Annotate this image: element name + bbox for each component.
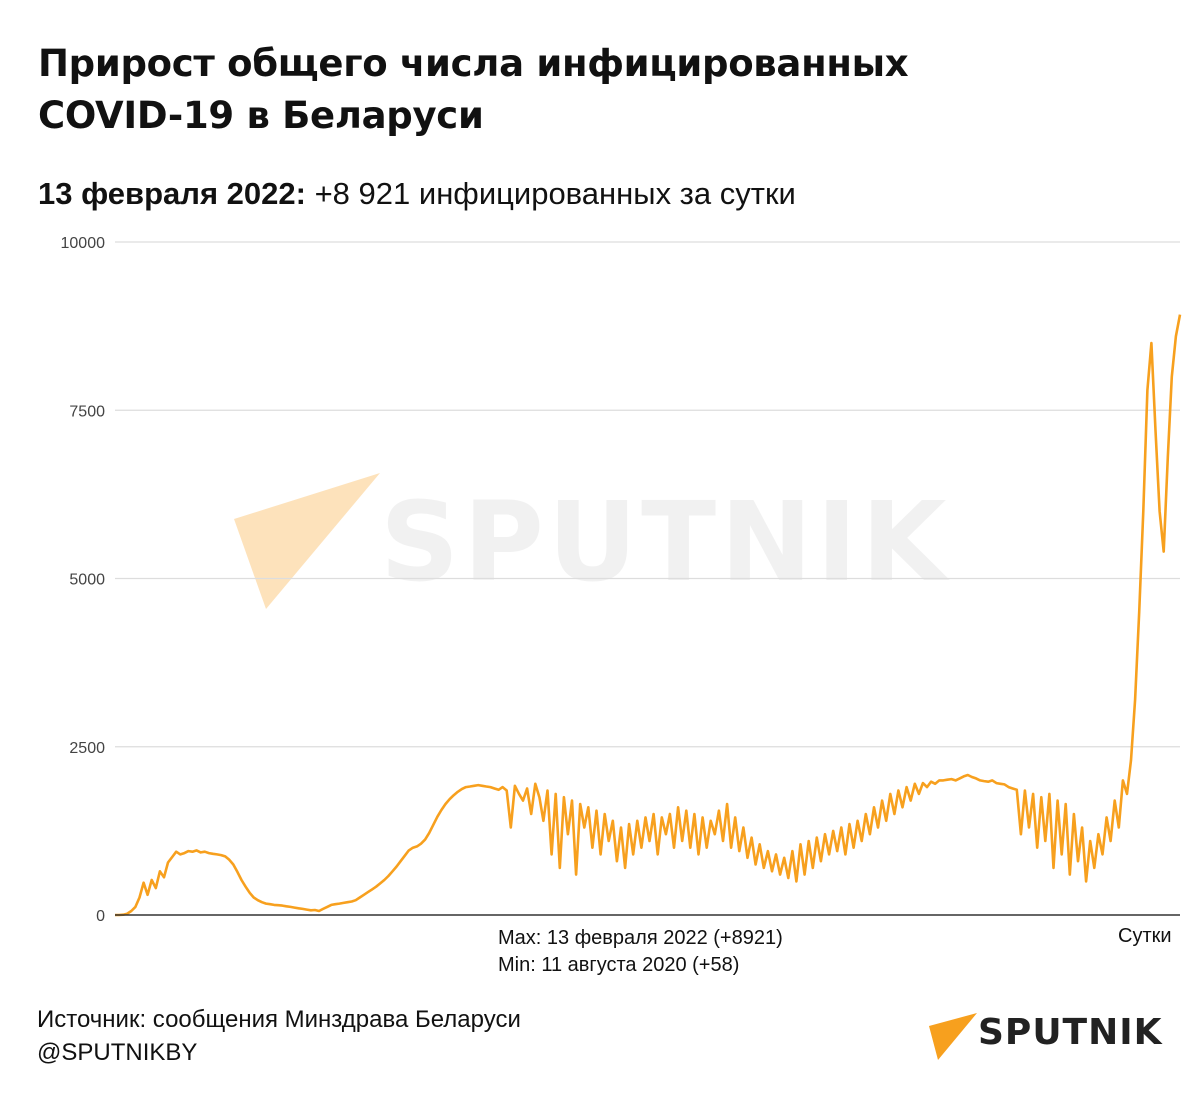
chart-title: Прирост общего числа инфицированных COVI… bbox=[38, 38, 1138, 142]
min-max-annotation: Max: 13 февраля 2022 (+8921) Min: 11 авг… bbox=[498, 925, 783, 979]
source-text: Источник: сообщения Минздрава Беларуси bbox=[37, 1006, 521, 1033]
y-tick-10000: 10000 bbox=[61, 235, 106, 252]
footer: Источник: сообщения Минздрава Беларуси @… bbox=[37, 1003, 521, 1069]
watermark-arrow-icon bbox=[234, 473, 380, 609]
x-axis-label: Сутки bbox=[1118, 925, 1172, 947]
chart-area: 0 2500 5000 7500 10000 bbox=[61, 235, 1182, 925]
y-tick-2500: 2500 bbox=[69, 740, 105, 757]
grid-lines bbox=[115, 241, 1180, 748]
y-tick-5000: 5000 bbox=[69, 572, 105, 589]
watermark-text: SPUTNIK bbox=[380, 478, 951, 606]
y-tick-0: 0 bbox=[96, 908, 105, 925]
y-tick-labels: 0 2500 5000 7500 10000 bbox=[61, 235, 106, 925]
subtitle-date: 13 февраля 2022: bbox=[38, 176, 306, 211]
series-line bbox=[115, 314, 1182, 917]
social-handle: @SPUTNIKBY bbox=[37, 1039, 198, 1066]
chart-subtitle: 13 февраля 2022: +8 921 инфицированных з… bbox=[38, 176, 796, 212]
min-annotation: Min: 11 августа 2020 (+58) bbox=[498, 954, 740, 976]
logo-text: SPUTNIK bbox=[978, 1012, 1163, 1053]
sputnik-logo: SPUTNIK bbox=[928, 1010, 1168, 1064]
subtitle-value: +8 921 инфицированных за сутки bbox=[305, 176, 796, 211]
title-line-2: COVID-19 в Беларуси bbox=[38, 94, 484, 137]
y-tick-7500: 7500 bbox=[69, 403, 105, 420]
max-annotation: Max: 13 февраля 2022 (+8921) bbox=[498, 927, 783, 949]
logo-arrow-icon bbox=[929, 1013, 977, 1060]
title-line-1: Прирост общего числа инфицированных bbox=[38, 42, 909, 85]
